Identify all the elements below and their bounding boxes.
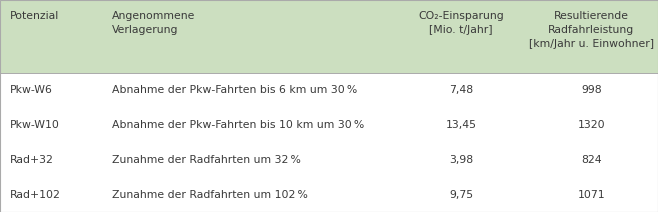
Text: Rad+32: Rad+32 <box>10 155 54 165</box>
Text: Pkw-W6: Pkw-W6 <box>10 85 53 95</box>
Text: Rad+102: Rad+102 <box>10 190 61 200</box>
Bar <box>0 0 658 73</box>
Text: 1071: 1071 <box>578 190 605 200</box>
Text: 9,75: 9,75 <box>449 190 473 200</box>
Text: 1320: 1320 <box>578 120 605 130</box>
Text: 7,48: 7,48 <box>449 85 473 95</box>
Text: Pkw-W10: Pkw-W10 <box>10 120 60 130</box>
Text: CO₂-Einsparung
[Mio. t/Jahr]: CO₂-Einsparung [Mio. t/Jahr] <box>418 11 504 35</box>
Text: Resultierende
Radfahrleistung
[km/Jahr u. Einwohner]: Resultierende Radfahrleistung [km/Jahr u… <box>528 11 654 49</box>
Text: 824: 824 <box>581 155 601 165</box>
Text: Zunahme der Radfahrten um 102 %: Zunahme der Radfahrten um 102 % <box>112 190 308 200</box>
Text: 3,98: 3,98 <box>449 155 473 165</box>
Text: Abnahme der Pkw-Fahrten bis 10 km um 30 %: Abnahme der Pkw-Fahrten bis 10 km um 30 … <box>112 120 364 130</box>
Text: 13,45: 13,45 <box>445 120 477 130</box>
Text: Zunahme der Radfahrten um 32 %: Zunahme der Radfahrten um 32 % <box>112 155 301 165</box>
Text: 998: 998 <box>581 85 601 95</box>
Text: Abnahme der Pkw-Fahrten bis 6 km um 30 %: Abnahme der Pkw-Fahrten bis 6 km um 30 % <box>112 85 357 95</box>
Text: Angenommene
Verlagerung: Angenommene Verlagerung <box>112 11 195 35</box>
Text: Potenzial: Potenzial <box>10 11 59 21</box>
